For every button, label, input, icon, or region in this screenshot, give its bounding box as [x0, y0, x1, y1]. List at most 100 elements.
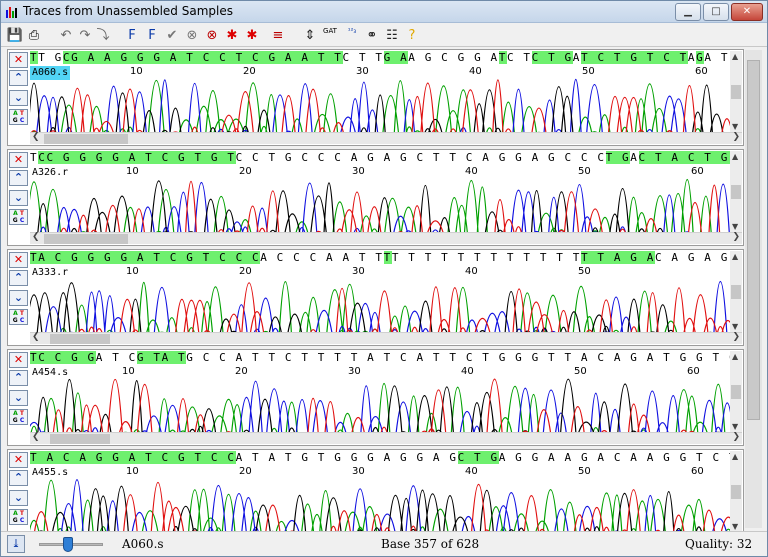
find-prev-icon[interactable]: F [128, 28, 136, 43]
chromatogram-app-icon [6, 7, 17, 18]
trace-vertical-scrollbar[interactable]: ▲ ▼ [730, 251, 742, 332]
move-up-button[interactable]: ⌃ [9, 270, 28, 286]
scroll-thumb[interactable] [50, 334, 110, 344]
help-icon[interactable]: ? [408, 28, 416, 43]
trace-horizontal-scrollbar[interactable]: ❮❯ [30, 232, 742, 244]
options-icon[interactable]: ☷ [386, 28, 398, 43]
remove-trace-button[interactable]: ✕ [9, 352, 28, 368]
reject-icon[interactable]: ⊗ [186, 28, 198, 43]
scroll-down-icon[interactable]: ▼ [732, 322, 739, 331]
undo-icon[interactable]: ↶ [60, 28, 72, 43]
scroll-down-icon[interactable]: ▼ [732, 522, 739, 531]
scroll-right-icon[interactable]: ❯ [732, 432, 740, 442]
sample-name-label[interactable]: A333.r [32, 267, 69, 278]
status-sample-name: A060.s [122, 537, 164, 551]
scroll-thumb[interactable] [731, 185, 741, 199]
redo-icon[interactable]: ↷ [79, 28, 91, 43]
numbering-icon[interactable]: ¹²₃ [347, 27, 357, 35]
move-up-button[interactable]: ⌃ [9, 370, 28, 386]
find-next-icon[interactable]: F [148, 28, 156, 43]
scroll-down-icon[interactable]: ▼ [732, 222, 739, 231]
base-call-sequence[interactable]: T A C A G G A T C G T C CA T A T G T G G… [30, 451, 730, 465]
scroll-left-icon[interactable]: ❮ [32, 332, 40, 342]
scroll-up-icon[interactable]: ▲ [732, 252, 739, 261]
move-up-button[interactable]: ⌃ [9, 170, 28, 186]
scroll-up-icon[interactable]: ▲ [732, 352, 739, 361]
move-down-button[interactable]: ⌄ [9, 190, 28, 206]
scroll-thumb[interactable] [731, 285, 741, 299]
maximize-button[interactable]: □ [703, 3, 729, 21]
mark-prev-icon[interactable]: ✱ [226, 28, 238, 43]
sample-name-label[interactable]: A455.s [32, 467, 69, 478]
minimize-button[interactable]: ▁ [675, 3, 701, 21]
move-up-button[interactable]: ⌃ [9, 470, 28, 486]
main-scroll-thumb[interactable] [747, 60, 760, 420]
scroll-right-icon[interactable]: ❯ [732, 232, 740, 242]
remove-trace-button[interactable]: ✕ [9, 452, 28, 468]
move-down-button[interactable]: ⌄ [9, 490, 28, 506]
scroll-thumb[interactable] [50, 434, 110, 444]
scroll-up-icon[interactable]: ▲ [732, 52, 739, 61]
print-icon[interactable]: ⎙ [28, 28, 40, 43]
sample-name-label[interactable]: A060.s [30, 66, 71, 80]
position-tick: 20 [235, 366, 248, 377]
base-call-sequence[interactable]: TA C G G G G A T C G T C C CA C C C A A … [30, 251, 730, 265]
sample-name-label[interactable]: A454.s [32, 367, 69, 378]
trace-horizontal-scrollbar[interactable]: ❮❯ [30, 132, 742, 144]
save-icon[interactable]: 💾 [6, 28, 24, 43]
move-up-button[interactable]: ⌃ [9, 70, 28, 86]
zoom-slider[interactable] [39, 537, 103, 553]
remove-trace-button[interactable]: ✕ [9, 52, 28, 68]
reject-all-icon[interactable]: ⊗ [206, 28, 218, 43]
trace-vertical-scrollbar[interactable]: ▲ ▼ [730, 51, 742, 132]
scroll-left-icon[interactable]: ❮ [32, 232, 40, 242]
base-segment: T G [38, 51, 63, 64]
trace-vertical-scrollbar[interactable]: ▲ ▼ [730, 451, 742, 532]
move-down-button[interactable]: ⌄ [9, 90, 28, 106]
close-button[interactable]: ✕ [731, 3, 763, 21]
gat-asp-icon[interactable]: GAT [323, 27, 337, 35]
position-ruler: 10 20 30 40 50 60 [30, 466, 730, 480]
trace-horizontal-scrollbar[interactable]: ❮❯ [30, 332, 742, 344]
base-call-sequence[interactable]: TC C G GA T CG TA TG C C A T T C T T T T… [30, 351, 730, 365]
scroll-left-icon[interactable]: ❮ [32, 132, 40, 142]
trace-vertical-scrollbar[interactable]: ▲ ▼ [730, 151, 742, 232]
link-icon[interactable]: ⚭ [366, 28, 378, 43]
scroll-thumb[interactable] [731, 385, 741, 399]
chromatogram-trace [30, 479, 730, 534]
sample-name-label[interactable]: A326.r [32, 167, 69, 178]
scroll-thumb[interactable] [731, 85, 741, 99]
scroll-thumb[interactable] [44, 234, 128, 244]
remove-trace-button[interactable]: ✕ [9, 152, 28, 168]
scroll-down-icon[interactable]: ▼ [732, 422, 739, 431]
mark-next-icon[interactable]: ✱ [246, 28, 258, 43]
trace-horizontal-scrollbar[interactable]: ❮❯ [30, 432, 742, 444]
base-call-sequence[interactable]: TCC G G G G A T C G T G TC C T G C C C A… [30, 151, 730, 165]
move-down-button[interactable]: ⌄ [9, 390, 28, 406]
move-down-button[interactable]: ⌄ [9, 290, 28, 306]
align-icon[interactable]: ≡ [272, 28, 284, 43]
scroll-right-icon[interactable]: ❯ [732, 132, 740, 142]
trace-vertical-scrollbar[interactable]: ▲ ▼ [730, 351, 742, 432]
scroll-thumb[interactable] [44, 134, 128, 144]
scroll-left-icon[interactable]: ❮ [32, 432, 40, 442]
download-icon[interactable]: ⤓ [7, 535, 25, 553]
scroll-up-icon[interactable]: ▲ [732, 452, 739, 461]
scroll-right-icon[interactable]: ❯ [732, 332, 740, 342]
base-call-sequence[interactable]: TT GCG A A G G G A T C C T C G A A T TC … [30, 51, 730, 65]
accept-icon[interactable]: ✔ [166, 28, 178, 43]
remove-trace-button[interactable]: ✕ [9, 252, 28, 268]
move-icon[interactable]: ⇕ [304, 28, 316, 43]
main-vertical-scrollbar[interactable] [745, 50, 762, 528]
trim-icon[interactable]: ⤵ [96, 28, 110, 43]
slider-knob[interactable] [63, 537, 74, 552]
scroll-down-icon[interactable]: ▼ [732, 122, 739, 131]
scroll-up-icon[interactable]: ▲ [732, 152, 739, 161]
position-ruler: 10 20 30 40 50 60 [30, 366, 730, 380]
scroll-thumb[interactable] [731, 485, 741, 499]
